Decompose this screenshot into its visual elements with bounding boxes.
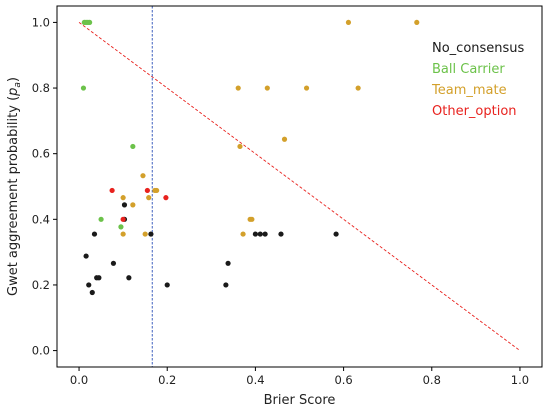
data-point <box>109 187 115 194</box>
x-axis-label: Brier Score <box>264 393 336 408</box>
data-point <box>257 231 263 237</box>
data-point <box>148 231 154 237</box>
data-point <box>110 260 117 266</box>
data-point <box>130 143 136 150</box>
data-point <box>237 143 243 150</box>
y-tick-label: 0.4 <box>32 212 50 226</box>
data-point <box>281 136 288 142</box>
y-tick-label: 0.2 <box>32 278 50 292</box>
series-no-consensus <box>83 202 339 296</box>
y-tick-label: 0.8 <box>32 81 50 95</box>
data-point <box>163 195 169 201</box>
data-point <box>249 216 255 222</box>
x-tick-label: 1.0 <box>511 373 529 387</box>
data-point <box>86 282 92 288</box>
data-point <box>120 195 126 201</box>
data-point <box>140 173 146 179</box>
plot-area <box>78 6 521 367</box>
y-axis-label: Gwet aggreement probability (pa) <box>6 77 23 296</box>
series-team-mate <box>120 19 420 237</box>
data-point <box>164 282 170 288</box>
data-point <box>142 231 148 237</box>
data-point <box>303 85 310 91</box>
x-tick-label: 0.6 <box>334 373 352 387</box>
y-tick-label: 1.0 <box>32 15 50 29</box>
data-point <box>154 187 160 194</box>
legend-entry: Other_option <box>432 104 517 119</box>
y-axis: 0.0 0.2 0.4 0.6 0.8 1.0 <box>32 15 57 358</box>
legend: No_consensus Ball Carrier Team_mate Other_o… <box>431 41 525 119</box>
data-point <box>120 231 126 237</box>
data-point <box>414 19 420 26</box>
data-point <box>264 85 270 91</box>
legend-entry: No_consensus <box>432 41 525 56</box>
series-other-option <box>109 187 169 222</box>
data-point <box>146 195 152 201</box>
data-point <box>355 85 361 91</box>
legend-entry: Team_mate <box>431 83 507 98</box>
data-point <box>118 224 124 230</box>
data-point <box>80 85 87 91</box>
data-point <box>87 19 93 26</box>
data-point <box>120 216 126 222</box>
data-point <box>278 231 284 237</box>
data-point <box>345 19 352 26</box>
data-point <box>252 231 259 237</box>
data-point <box>262 231 268 237</box>
data-point <box>333 231 339 237</box>
x-tick-label: 0.2 <box>158 373 176 387</box>
diagonal-reference-line <box>78 22 521 351</box>
x-axis: 0.0 0.2 0.4 0.6 0.8 1.0 <box>70 367 529 387</box>
data-point <box>240 231 246 237</box>
data-point <box>126 275 132 281</box>
data-point <box>89 289 95 296</box>
data-point <box>223 282 229 288</box>
y-tick-label: 0.6 <box>32 147 50 161</box>
legend-entry: Ball Carrier <box>432 62 505 77</box>
x-tick-label: 0.4 <box>246 373 264 387</box>
data-point <box>91 231 98 237</box>
data-point <box>144 187 150 194</box>
x-tick-label: 0.8 <box>423 373 441 387</box>
data-point <box>225 260 231 266</box>
y-tick-label: 0.0 <box>32 344 50 358</box>
data-point <box>121 202 128 208</box>
data-point <box>235 85 241 91</box>
data-point <box>96 275 102 281</box>
x-tick-label: 0.0 <box>70 373 88 387</box>
data-point <box>83 253 89 259</box>
axes-frame <box>56 5 543 368</box>
series-ball-carrier <box>80 19 136 230</box>
data-point <box>98 216 104 222</box>
data-point <box>130 202 136 208</box>
